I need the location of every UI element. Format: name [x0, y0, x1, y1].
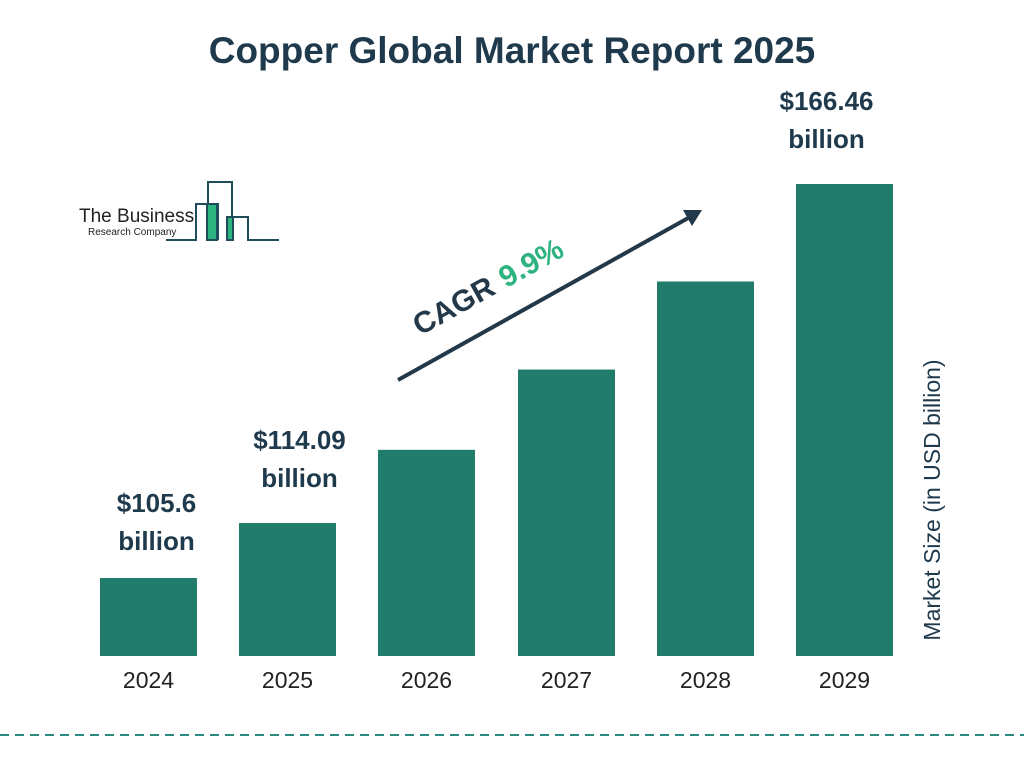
- chart-title: Copper Global Market Report 2025: [208, 30, 816, 71]
- bar-2025: [239, 523, 336, 656]
- bar-2026: [378, 449, 475, 656]
- cagr-arrow-head-icon: [683, 210, 702, 226]
- x-tick-label: 2026: [401, 667, 452, 693]
- bar-2029: [796, 184, 893, 656]
- cagr-annotation: CAGR9.9%: [397, 210, 702, 382]
- x-tick-label: 2025: [262, 667, 313, 693]
- logo-line2: Research Company: [88, 227, 176, 238]
- x-tick-label: 2028: [680, 667, 731, 693]
- bar-2027: [518, 369, 615, 656]
- data-label: $105.6: [117, 488, 197, 518]
- logo: The Business Research Company: [79, 181, 279, 241]
- data-label: $114.09: [253, 425, 346, 455]
- logo-line1: The Business: [79, 206, 194, 227]
- data-label: billion: [788, 124, 865, 154]
- x-tick-label: 2027: [541, 667, 592, 693]
- cagr-value: 9.9%: [493, 232, 569, 294]
- y-axis-label: Market Size (in USD billion): [919, 359, 945, 640]
- bar-2024: [100, 578, 197, 656]
- x-tick-label: 2024: [123, 667, 174, 693]
- data-label: billion: [118, 526, 195, 556]
- cagr-text: CAGR9.9%: [407, 232, 569, 342]
- data-label: billion: [261, 463, 338, 493]
- x-tick-label: 2029: [819, 667, 870, 693]
- data-label: $166.46: [780, 86, 874, 116]
- bar-2028: [657, 281, 754, 656]
- cagr-arrow-line: [397, 215, 691, 382]
